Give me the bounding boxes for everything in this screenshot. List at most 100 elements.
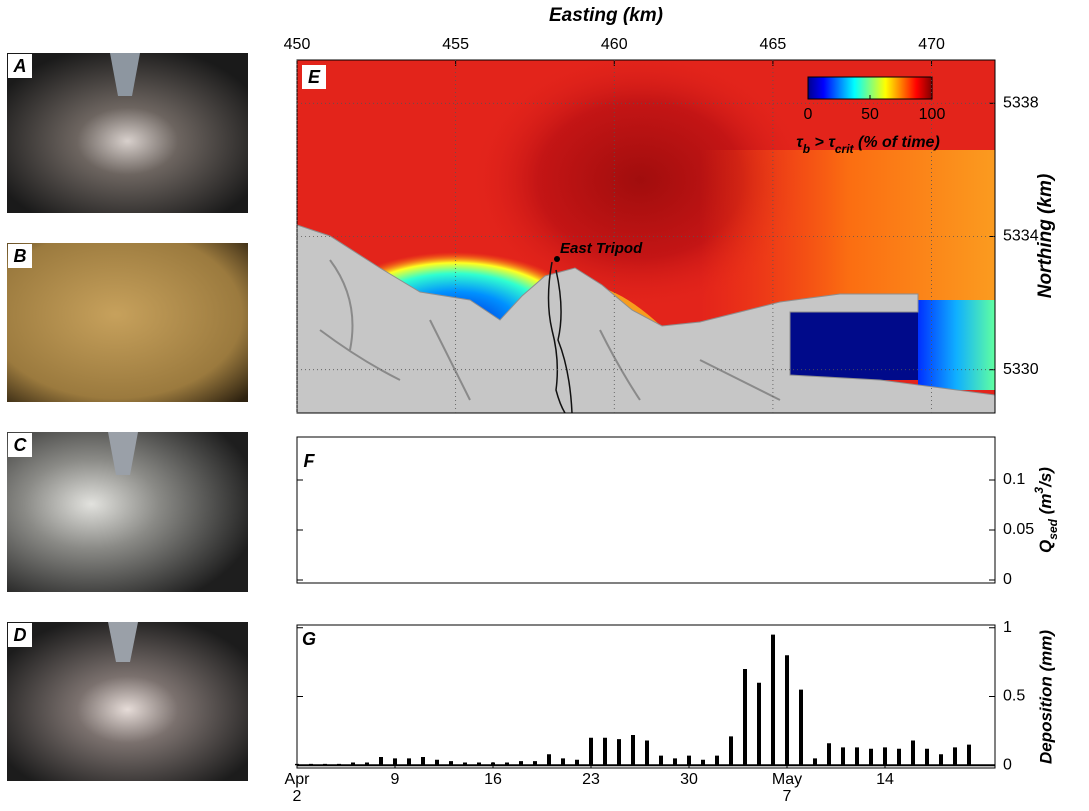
spike [561, 758, 565, 766]
spike [603, 737, 607, 766]
spike [673, 758, 677, 766]
spike [897, 748, 901, 766]
map-field [790, 305, 920, 380]
spike [365, 762, 369, 766]
x-tick-label: 23 [582, 771, 600, 788]
label-box [8, 433, 32, 457]
x-tick-label: 455 [442, 36, 469, 53]
spike [533, 761, 537, 766]
y-tick-label: 5334 [1003, 228, 1039, 245]
spike [827, 743, 831, 766]
y-axis-label: Qsed (m3/s) [1032, 467, 1060, 553]
y-tick-label: 5330 [1003, 361, 1039, 378]
photo-label: D [14, 625, 27, 645]
colorbar-tick-label: 0 [804, 106, 813, 123]
spike [575, 759, 579, 766]
x-tick-label: May 7 [771, 771, 803, 805]
spike [309, 763, 313, 766]
spike [967, 744, 971, 766]
spike [799, 689, 803, 766]
spike [547, 754, 551, 766]
spike [883, 747, 887, 766]
label-part: sed [1046, 518, 1060, 539]
photo-label: B [14, 246, 27, 266]
x-tick-label: 465 [760, 36, 787, 53]
y-axis-label: Northing (km) [1035, 174, 1056, 299]
spike [939, 754, 943, 766]
spike [687, 755, 691, 766]
colorbar-tick-label: 50 [861, 106, 879, 123]
annotation: East Tripod [560, 240, 643, 257]
spike [869, 748, 873, 766]
x-tick-label: 9 [390, 771, 400, 788]
label-part: b [803, 142, 810, 156]
spike [771, 634, 775, 766]
y-tick-label: 0.1 [1003, 471, 1025, 488]
terrain-relief [319, 259, 781, 401]
tripod-marker [554, 256, 560, 262]
photo-label: C [14, 435, 28, 455]
x-tick-label: 16 [484, 771, 502, 788]
spike [953, 747, 957, 766]
label-part: > τ [810, 134, 836, 151]
spike [701, 759, 705, 766]
spike [589, 737, 593, 766]
map-field [700, 150, 995, 320]
colorbar-label: τb > τcrit (% of time) [796, 134, 940, 156]
spike [841, 747, 845, 766]
spike [505, 762, 509, 766]
spike [911, 740, 915, 766]
spike [631, 735, 635, 766]
spike [855, 747, 859, 766]
label-part: /s) [1036, 467, 1055, 488]
map-image [297, 60, 995, 413]
label-part: (% of time) [854, 134, 940, 151]
spike [477, 762, 481, 766]
spike [351, 762, 355, 766]
spike [519, 761, 523, 766]
y-tick-label: 0.5 [1003, 688, 1025, 705]
colorbar-tick-label: 100 [919, 106, 946, 123]
spike [379, 757, 383, 766]
spike [757, 682, 761, 766]
spike [463, 762, 467, 766]
label-box [302, 65, 326, 89]
x-axis-label: Easting (km) [549, 5, 663, 26]
y-tick-label: 1 [1003, 619, 1012, 636]
instrument [108, 432, 138, 475]
spike [337, 763, 341, 766]
spike [295, 763, 299, 766]
spike [491, 762, 495, 766]
spike [715, 755, 719, 766]
spike [323, 763, 327, 766]
river [547, 261, 573, 413]
spike [785, 655, 789, 766]
photo [7, 243, 248, 402]
label-part: crit [835, 142, 855, 156]
panel-label: E [308, 67, 321, 87]
x-tick-label: 460 [601, 36, 628, 53]
spike [407, 758, 411, 766]
spike [435, 759, 439, 766]
spike [645, 740, 649, 766]
x-tick-label: 470 [918, 36, 945, 53]
label-part: Q [1036, 540, 1055, 553]
y-tick-label: 0 [1003, 756, 1012, 773]
label-box [8, 54, 32, 78]
panel-label: F [304, 451, 316, 471]
x-tick-label: Apr 2 [284, 771, 310, 805]
y-tick-label: 5338 [1003, 95, 1039, 112]
x-tick-label: 30 [680, 771, 698, 788]
panel-label: G [302, 629, 316, 649]
map-field [918, 300, 995, 390]
spike [449, 761, 453, 766]
instrument [108, 622, 138, 662]
spike [813, 758, 817, 766]
spike [421, 757, 425, 766]
spike [617, 739, 621, 766]
label-part: 3 [1032, 487, 1046, 494]
spike [925, 748, 929, 766]
label-box [8, 623, 32, 647]
photo-label: A [13, 56, 27, 76]
